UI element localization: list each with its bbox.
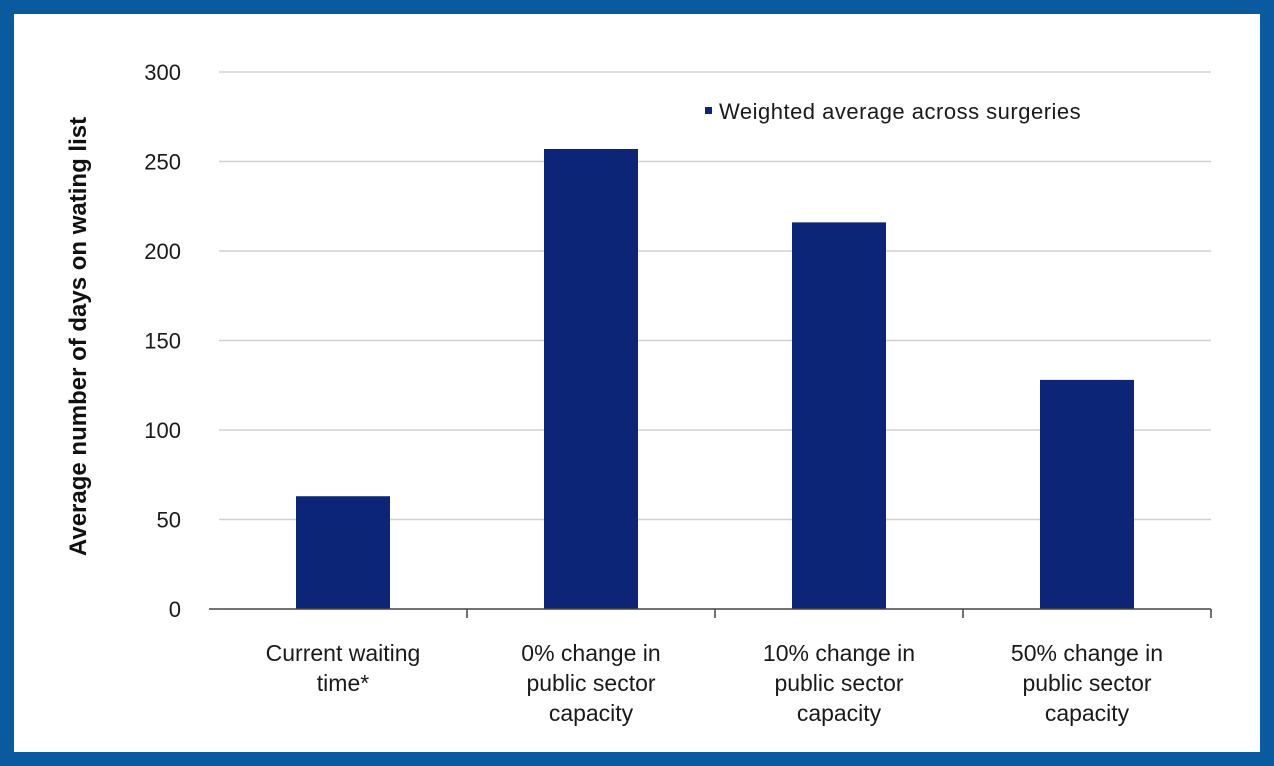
- x-category-label-line: 0% change in: [521, 640, 660, 666]
- x-category-label: 10% change in public sector capacity: [763, 640, 915, 726]
- y-tick-label: 0: [169, 597, 181, 622]
- legend-label: Weighted average across surgeries: [719, 99, 1081, 124]
- x-category-label-line: 10% change in: [763, 640, 915, 666]
- x-category-label: Current waiting time*: [266, 640, 421, 696]
- x-category-label-line: capacity: [797, 700, 882, 726]
- y-tick-label: 50: [157, 508, 181, 533]
- legend: Weighted average across surgeries: [705, 99, 1081, 124]
- y-tick-label: 250: [144, 150, 181, 175]
- x-category-labels: Current waiting time* 0% change in public s…: [266, 640, 1163, 726]
- x-category-label-line: public sector: [774, 670, 903, 696]
- bar: [792, 222, 886, 610]
- y-tick-label: 200: [144, 239, 181, 264]
- bar: [1040, 379, 1134, 609]
- x-category-label-line: public sector: [1022, 670, 1151, 696]
- y-axis-label: Average number of days on wating list: [65, 117, 92, 556]
- chart-panel: 0 50 100 150 200 250 300 Current waiting time* 0…: [14, 14, 1260, 752]
- axes: [209, 608, 1212, 618]
- legend-marker: [705, 107, 712, 114]
- bar-chart: 0 50 100 150 200 250 300 Current waiting time* 0…: [65, 60, 1212, 726]
- bar: [544, 148, 638, 609]
- x-category-label: 0% change in public sector capacity: [521, 640, 660, 726]
- x-category-label-line: 50% change in: [1011, 640, 1163, 666]
- x-category-label: 50% change in public sector capacity: [1011, 640, 1163, 726]
- y-tick-labels: 0 50 100 150 200 250 300: [144, 60, 181, 622]
- y-tick-label: 150: [144, 329, 181, 354]
- x-category-label-line: time*: [317, 670, 369, 696]
- x-category-label-line: public sector: [526, 670, 655, 696]
- x-category-label-line: Current waiting: [266, 640, 421, 666]
- x-category-label-line: capacity: [549, 700, 634, 726]
- bar: [296, 496, 390, 609]
- y-tick-label: 100: [144, 418, 181, 443]
- y-tick-label: 300: [144, 60, 181, 85]
- bars: [296, 148, 1134, 610]
- x-category-label-line: capacity: [1045, 700, 1130, 726]
